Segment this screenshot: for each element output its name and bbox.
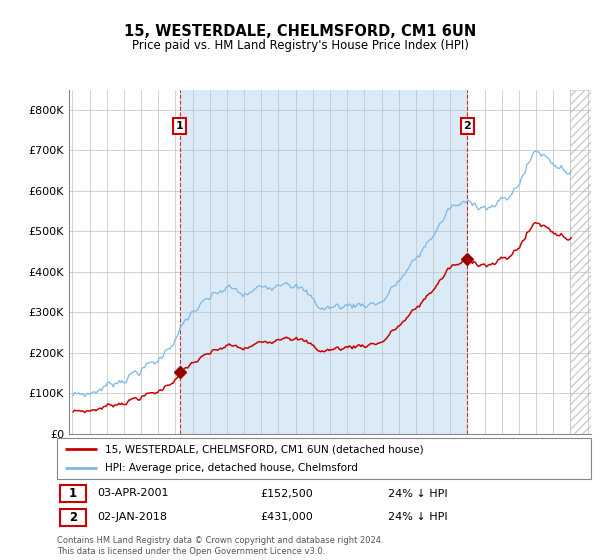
- Text: 1: 1: [69, 487, 77, 500]
- Text: Price paid vs. HM Land Registry's House Price Index (HPI): Price paid vs. HM Land Registry's House …: [131, 39, 469, 52]
- FancyBboxPatch shape: [59, 485, 86, 502]
- Bar: [180, 90, 467, 434]
- Text: £431,000: £431,000: [260, 512, 313, 522]
- Text: 15, WESTERDALE, CHELMSFORD, CM1 6UN: 15, WESTERDALE, CHELMSFORD, CM1 6UN: [124, 24, 476, 39]
- Text: 03-APR-2001: 03-APR-2001: [97, 488, 169, 498]
- FancyBboxPatch shape: [57, 438, 591, 479]
- Text: 24% ↓ HPI: 24% ↓ HPI: [388, 512, 448, 522]
- Text: 15, WESTERDALE, CHELMSFORD, CM1 6UN (detached house): 15, WESTERDALE, CHELMSFORD, CM1 6UN (det…: [105, 445, 424, 454]
- FancyBboxPatch shape: [59, 508, 86, 526]
- Text: £152,500: £152,500: [260, 488, 313, 498]
- Bar: [571, 90, 600, 434]
- Text: Contains HM Land Registry data © Crown copyright and database right 2024.
This d: Contains HM Land Registry data © Crown c…: [57, 536, 383, 556]
- Text: 1: 1: [176, 121, 184, 131]
- Text: 2: 2: [463, 121, 471, 131]
- Text: 02-JAN-2018: 02-JAN-2018: [97, 512, 167, 522]
- Text: HPI: Average price, detached house, Chelmsford: HPI: Average price, detached house, Chel…: [105, 463, 358, 473]
- Text: 2: 2: [69, 511, 77, 524]
- Text: 24% ↓ HPI: 24% ↓ HPI: [388, 488, 448, 498]
